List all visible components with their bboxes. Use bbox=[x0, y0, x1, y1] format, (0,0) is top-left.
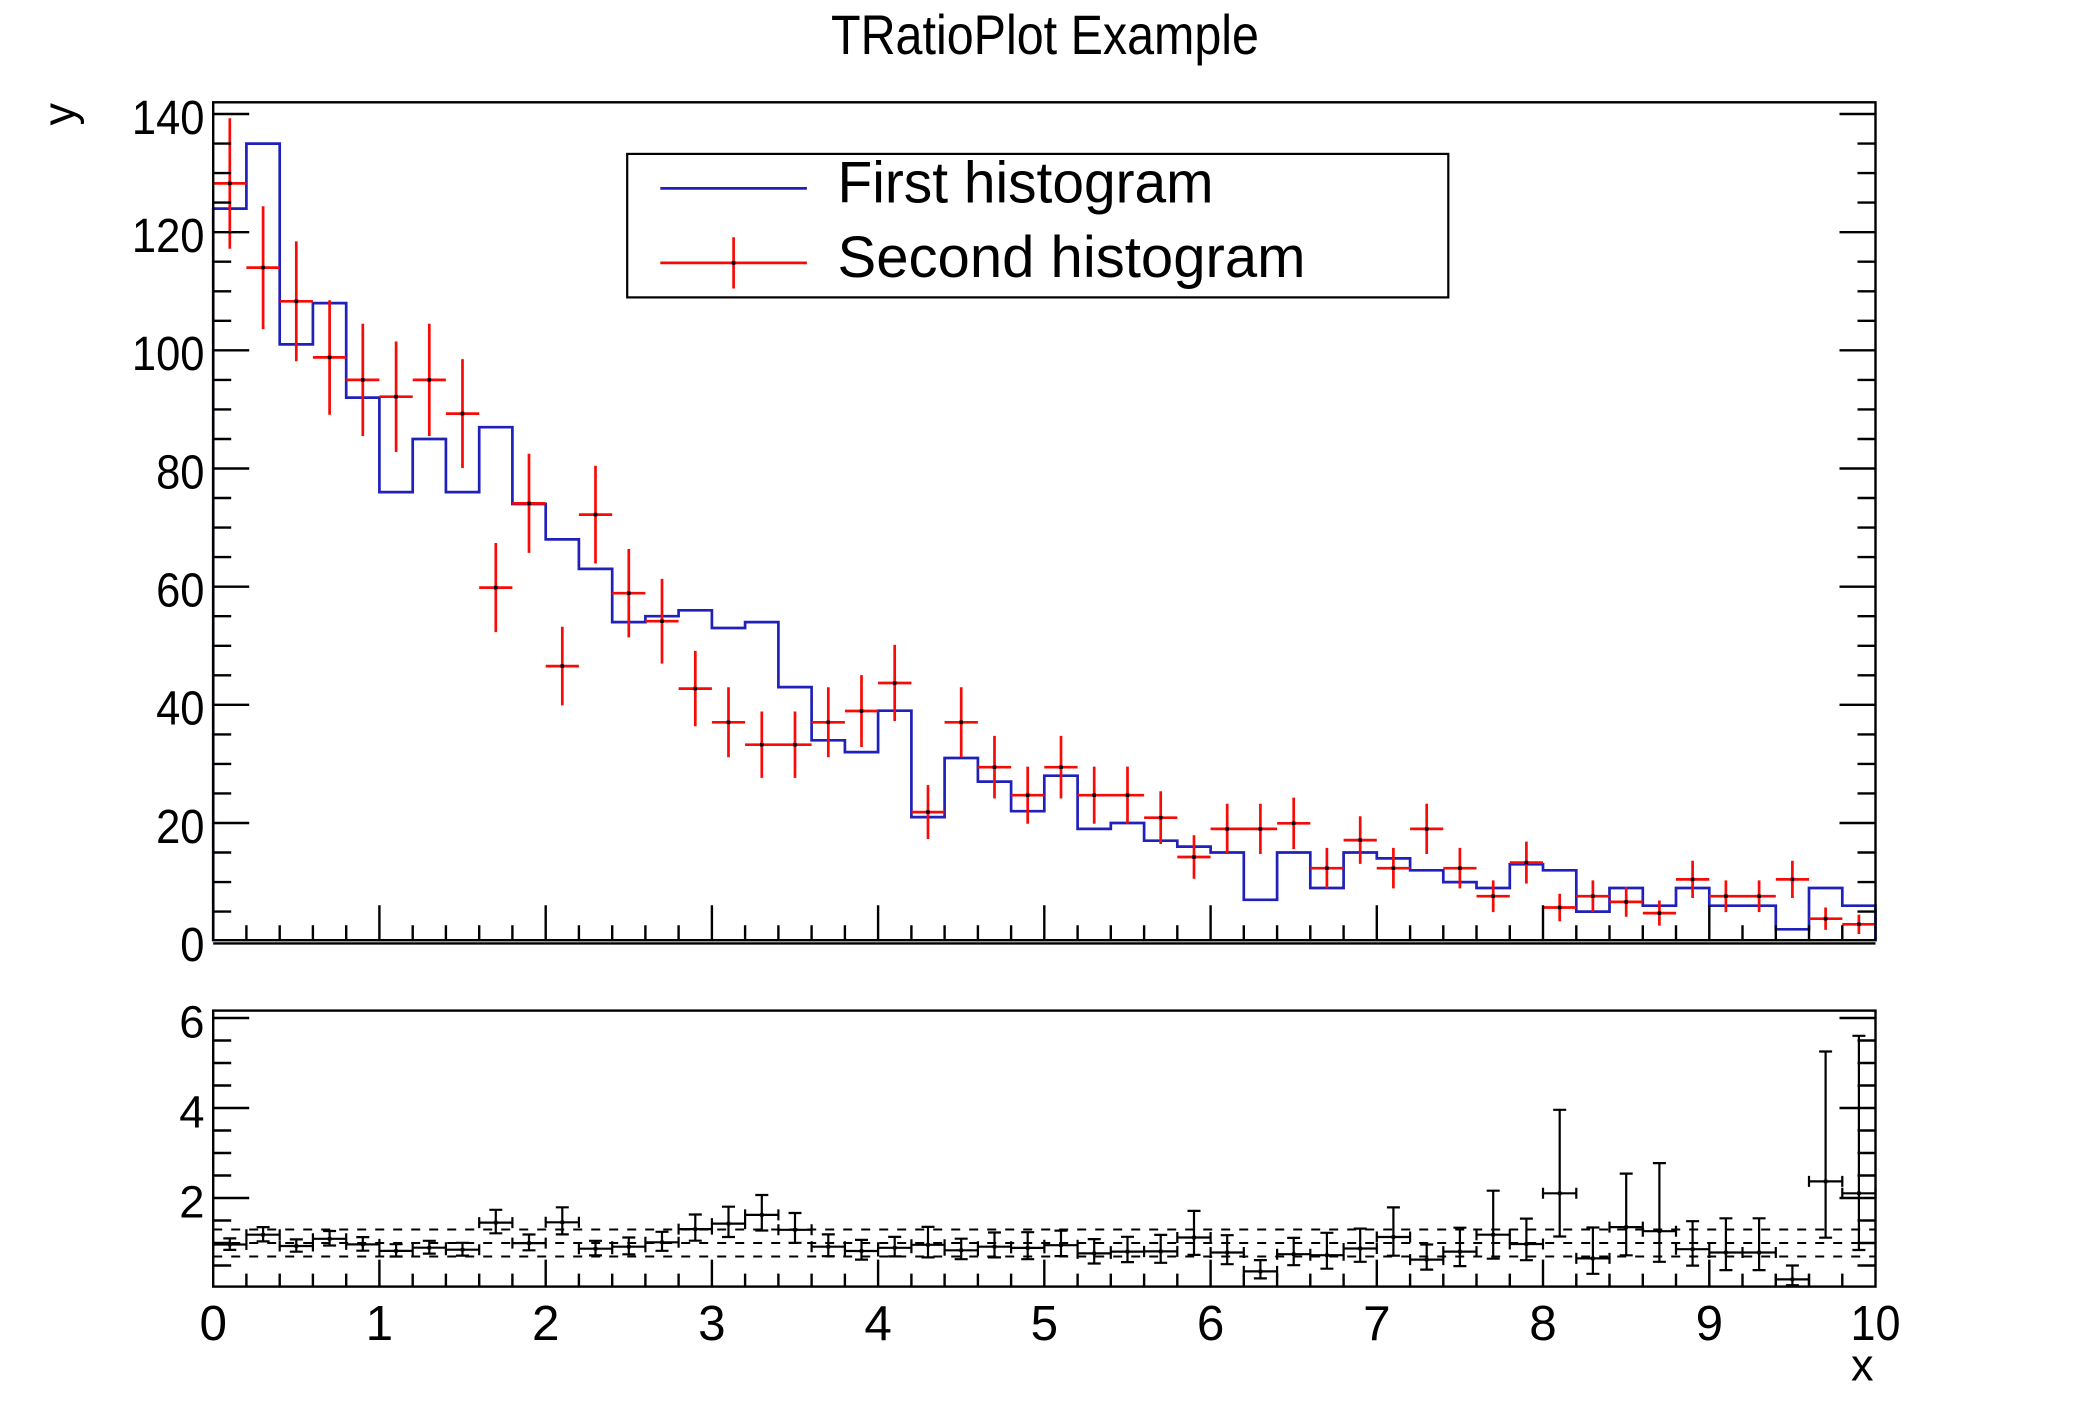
svg-text:Second histogram: Second histogram bbox=[838, 225, 1306, 290]
svg-text:6: 6 bbox=[1197, 1296, 1224, 1351]
svg-text:4: 4 bbox=[179, 1087, 204, 1138]
svg-text:140: 140 bbox=[132, 91, 205, 145]
svg-text:TRatioPlot Example: TRatioPlot Example bbox=[831, 4, 1259, 66]
svg-text:40: 40 bbox=[156, 682, 204, 736]
svg-text:y: y bbox=[34, 103, 85, 126]
svg-text:4: 4 bbox=[864, 1296, 891, 1351]
svg-text:8: 8 bbox=[1529, 1296, 1556, 1351]
svg-text:0: 0 bbox=[180, 918, 204, 972]
svg-text:0: 0 bbox=[199, 1296, 226, 1351]
svg-text:7: 7 bbox=[1363, 1296, 1390, 1351]
svg-text:80: 80 bbox=[156, 445, 204, 499]
svg-text:3: 3 bbox=[698, 1296, 725, 1351]
svg-text:2: 2 bbox=[179, 1177, 204, 1228]
svg-text:60: 60 bbox=[156, 564, 204, 618]
svg-text:10: 10 bbox=[1851, 1296, 1901, 1351]
svg-text:First histogram: First histogram bbox=[838, 150, 1214, 215]
svg-text:100: 100 bbox=[132, 327, 205, 381]
svg-text:120: 120 bbox=[132, 209, 205, 263]
svg-text:20: 20 bbox=[156, 800, 204, 854]
svg-text:x: x bbox=[1851, 1340, 1874, 1391]
svg-text:5: 5 bbox=[1031, 1296, 1058, 1351]
svg-text:6: 6 bbox=[179, 997, 204, 1048]
svg-text:2: 2 bbox=[532, 1296, 559, 1351]
svg-text:1: 1 bbox=[366, 1296, 393, 1351]
svg-text:9: 9 bbox=[1696, 1296, 1723, 1351]
